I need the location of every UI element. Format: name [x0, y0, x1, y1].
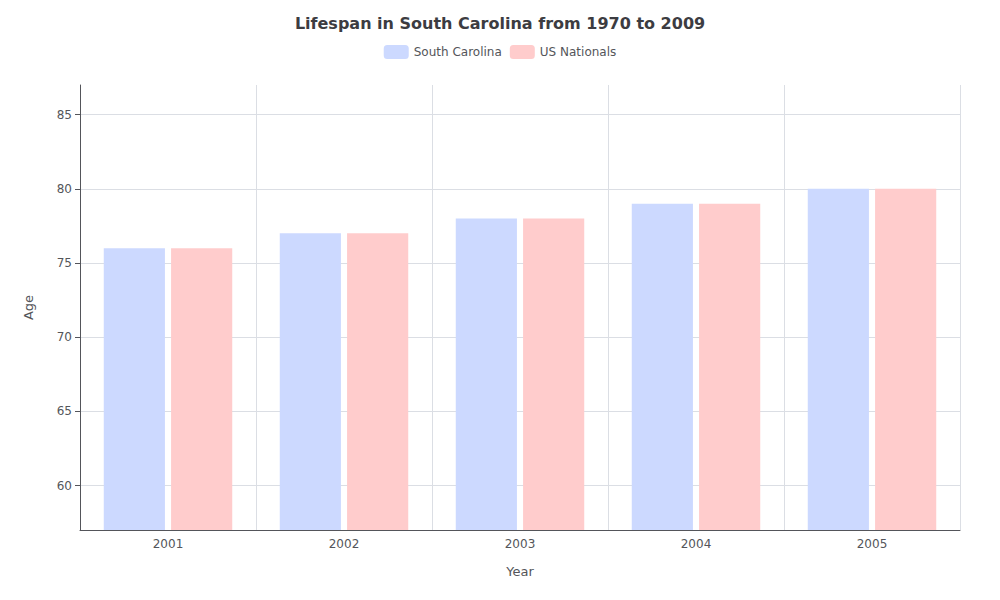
- svg-text:US Nationals: US Nationals: [540, 45, 616, 59]
- svg-text:2002: 2002: [329, 537, 360, 551]
- svg-text:70: 70: [57, 330, 72, 344]
- svg-text:Lifespan in South Carolina fro: Lifespan in South Carolina from 1970 to …: [295, 14, 705, 33]
- svg-text:South Carolina: South Carolina: [414, 45, 502, 59]
- svg-text:60: 60: [57, 479, 72, 493]
- svg-text:75: 75: [57, 256, 72, 270]
- svg-text:Age: Age: [21, 295, 36, 320]
- svg-text:2004: 2004: [681, 537, 712, 551]
- svg-text:2003: 2003: [505, 537, 536, 551]
- svg-text:2005: 2005: [857, 537, 888, 551]
- svg-text:Year: Year: [505, 564, 534, 579]
- svg-text:85: 85: [57, 108, 72, 122]
- svg-text:80: 80: [57, 182, 72, 196]
- svg-text:2001: 2001: [153, 537, 184, 551]
- svg-text:65: 65: [57, 404, 72, 418]
